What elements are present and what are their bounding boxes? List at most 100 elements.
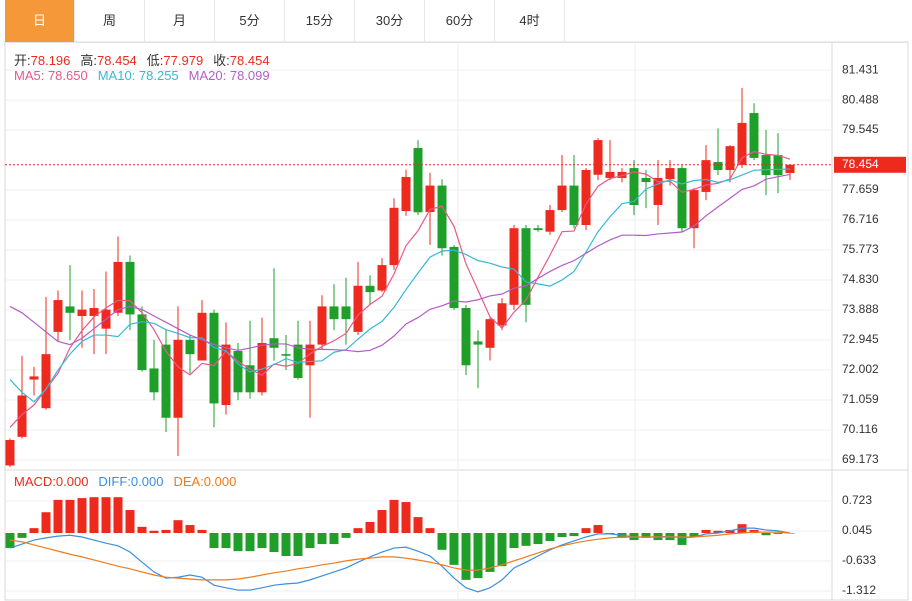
macd-bar: [281, 533, 291, 556]
candle-body: [629, 168, 639, 205]
candle-body: [581, 169, 591, 226]
legend-entry: MA5: 78.650: [14, 68, 88, 83]
candle-body: [701, 160, 711, 192]
info-value: 77.979: [163, 53, 204, 68]
macd-bar: [689, 533, 699, 537]
candle-body: [713, 162, 723, 170]
candle-body: [305, 344, 315, 366]
info-label: 开:: [14, 53, 31, 68]
legend-entry: DIFF:0.000: [98, 474, 164, 489]
candle-body: [689, 190, 699, 229]
period-tab[interactable]: 5分: [215, 0, 285, 42]
y-tick-label: 0.045: [842, 523, 872, 537]
candle-body: [53, 300, 63, 332]
ma-line: [9, 173, 791, 353]
macd-bar: [53, 499, 63, 534]
y-tick-label: 69.173: [842, 452, 879, 466]
macd-bar: [725, 529, 735, 534]
macd-bar: [557, 533, 567, 537]
info-value: 78.196: [30, 53, 71, 68]
macd-bar: [365, 521, 375, 534]
candle-body: [425, 185, 435, 212]
macd-bar: [593, 525, 603, 534]
macd-bar: [197, 529, 207, 534]
macd-bar: [257, 533, 267, 549]
macd-bar: [245, 533, 255, 552]
candle-body: [197, 312, 207, 361]
macd-bar: [581, 528, 591, 534]
candle-body: [545, 210, 555, 232]
macd-bar: [137, 526, 147, 534]
y-tick-label: 77.659: [842, 182, 879, 196]
candle-body: [233, 350, 243, 393]
tab-bar: 日周月 5分 15分 30分 60分 4时: [5, 0, 908, 43]
macd-bar: [185, 525, 195, 534]
candle-body: [617, 171, 627, 178]
candle-body: [605, 171, 615, 178]
candle-body: [269, 338, 279, 348]
candle-body: [785, 164, 795, 173]
candle-body: [221, 344, 231, 406]
macd-bar: [701, 529, 711, 534]
candle-body: [293, 344, 303, 378]
info-value: 78.454: [229, 53, 270, 68]
candle-body: [725, 146, 735, 170]
info-label: 收:: [213, 53, 230, 68]
macd-bar: [761, 533, 771, 536]
info-value: 78.454: [97, 53, 137, 68]
macd-bar: [437, 533, 447, 550]
info-label: 高:: [80, 53, 98, 68]
candle-body: [5, 440, 15, 466]
candle-body: [161, 344, 171, 418]
macd-bar: [641, 533, 651, 538]
macd-bar: [509, 533, 519, 549]
candle-body: [137, 314, 147, 371]
candle-body: [353, 285, 363, 332]
macd-bar: [233, 533, 243, 552]
macd-bar: [497, 533, 507, 567]
candle-body: [749, 113, 759, 158]
macd-bar: [425, 528, 435, 534]
candle-body: [257, 343, 267, 393]
macd-bar: [113, 497, 123, 534]
period-tab[interactable]: 日: [5, 0, 75, 42]
macd-bar: [389, 499, 399, 534]
candle-body: [665, 168, 675, 180]
period-tab[interactable]: 30分: [355, 0, 425, 42]
candle-body: [341, 306, 351, 320]
candle-body: [377, 265, 387, 291]
candle-body: [401, 176, 411, 212]
macd-bar: [29, 528, 39, 534]
period-tab[interactable]: 60分: [425, 0, 495, 42]
candle-body: [533, 228, 543, 231]
macd-bar: [293, 533, 303, 556]
candle-body: [737, 122, 747, 165]
macd-bar: [521, 533, 531, 546]
macd-bar: [749, 529, 759, 534]
info-label: 低:: [146, 53, 164, 68]
candle-body: [521, 228, 531, 305]
y-tick-label: 80.488: [842, 92, 879, 106]
y-tick-label: 72.945: [842, 332, 879, 346]
macd-bar: [89, 497, 99, 534]
macd-bar: [773, 533, 783, 534]
macd-bar: [473, 533, 483, 579]
y-tick-label: -1.312: [842, 583, 876, 597]
period-tab[interactable]: 周: [75, 0, 145, 42]
candle-body: [125, 261, 135, 315]
candle-body: [485, 319, 495, 348]
legend-entry: MA20: 78.099: [188, 68, 270, 83]
candle-body: [497, 303, 507, 326]
y-tick-label: 76.716: [842, 212, 879, 226]
candle-body: [113, 261, 123, 313]
candle-body: [185, 339, 195, 355]
candle-body: [41, 354, 51, 409]
macd-bar: [125, 510, 135, 534]
candle-body: [317, 306, 327, 345]
period-tab[interactable]: 月: [145, 0, 215, 42]
period-tab[interactable]: 4时: [495, 0, 565, 42]
y-tick-label: -0.633: [842, 553, 876, 567]
period-tab[interactable]: 15分: [285, 0, 355, 42]
candle-body: [29, 376, 39, 380]
macd-bar: [785, 533, 795, 534]
